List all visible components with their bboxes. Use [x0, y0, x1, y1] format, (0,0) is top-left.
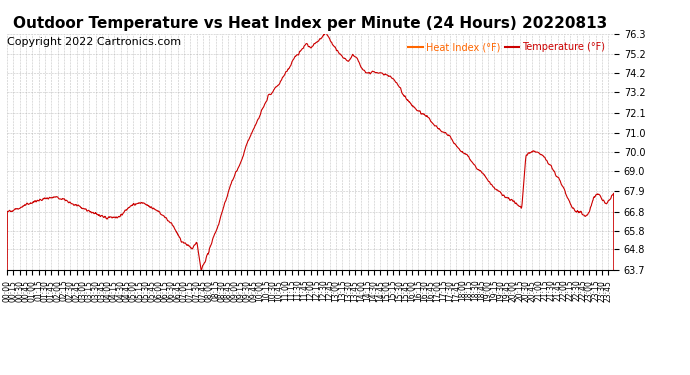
Title: Outdoor Temperature vs Heat Index per Minute (24 Hours) 20220813: Outdoor Temperature vs Heat Index per Mi… — [13, 16, 608, 31]
Legend: Heat Index (°F), Temperature (°F): Heat Index (°F), Temperature (°F) — [404, 39, 609, 56]
Text: Copyright 2022 Cartronics.com: Copyright 2022 Cartronics.com — [7, 37, 181, 47]
